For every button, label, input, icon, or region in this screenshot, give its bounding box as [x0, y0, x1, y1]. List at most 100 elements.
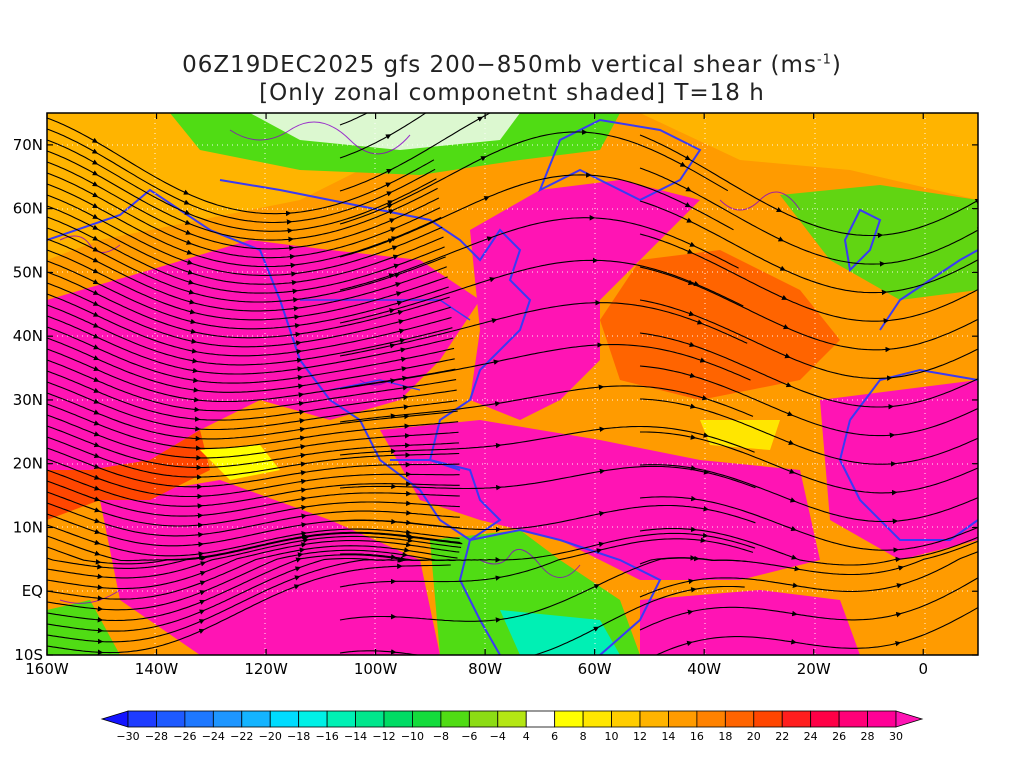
streamline	[405, 379, 457, 389]
streamline	[302, 413, 410, 430]
streamline	[393, 401, 501, 417]
streamline	[795, 583, 903, 593]
streamline	[602, 465, 710, 475]
streamline	[97, 510, 204, 528]
streamline	[96, 412, 202, 442]
title-line-2: [Only zonal componetnt shaded] T=18 h	[259, 79, 765, 106]
streamline	[201, 530, 308, 555]
colorbar-label: −14	[344, 730, 367, 743]
coastline-greenland	[538, 118, 702, 202]
colorbar-label: 18	[718, 730, 732, 743]
streamline	[187, 212, 294, 234]
streamline	[47, 645, 104, 655]
streamline	[47, 403, 100, 426]
streamline	[47, 491, 101, 513]
streamline	[792, 471, 898, 496]
streamline	[407, 421, 459, 427]
streamline	[392, 318, 498, 346]
streamline	[389, 168, 436, 194]
streamline	[47, 161, 99, 187]
colorbar-cell	[554, 710, 584, 728]
colorbar-cell	[241, 710, 271, 728]
streamline	[95, 217, 194, 265]
streamline	[880, 198, 978, 236]
streamline	[47, 535, 101, 556]
streamline	[706, 435, 755, 453]
streamline	[401, 306, 451, 322]
streamline	[301, 366, 408, 387]
streamline	[47, 425, 100, 448]
streamline	[100, 599, 206, 622]
streamline	[47, 238, 99, 263]
streamline	[47, 557, 103, 570]
streamline	[201, 522, 308, 545]
colorbar-cell	[753, 710, 783, 728]
colorbar-cell	[468, 710, 499, 728]
streamline	[532, 626, 600, 655]
streamline	[639, 266, 694, 285]
colorbar-label: 8	[580, 730, 587, 743]
streamline	[393, 616, 502, 623]
streamline	[403, 347, 455, 360]
streamline	[302, 545, 410, 553]
streamline	[198, 435, 306, 449]
streamline	[408, 493, 460, 497]
streamline	[47, 304, 100, 328]
streamline	[486, 172, 592, 199]
streamline	[639, 578, 695, 598]
streamline	[790, 414, 896, 439]
streamline	[96, 358, 200, 393]
streamline	[402, 327, 453, 341]
streamline	[304, 490, 412, 500]
streamline	[294, 254, 399, 283]
streamline	[793, 500, 899, 525]
streamline	[47, 128, 99, 154]
streamline	[95, 249, 195, 295]
streamline	[339, 649, 397, 655]
shear-jet-east-pacific	[100, 480, 440, 655]
streamline	[291, 218, 396, 249]
streamline	[600, 344, 706, 363]
coastline-british-isles	[843, 208, 882, 273]
streamline	[639, 555, 696, 565]
streamline	[47, 381, 100, 404]
streamline	[395, 226, 443, 248]
streamline	[779, 210, 884, 239]
colorbar-label: −24	[202, 730, 225, 743]
streamline	[498, 548, 603, 579]
colorbar-cell	[184, 710, 214, 728]
colorbar-cell	[127, 710, 157, 728]
coastline-iberia-europe	[879, 249, 978, 331]
streamline	[408, 452, 460, 456]
streamline	[408, 502, 460, 508]
colorbar-cell	[867, 710, 897, 728]
colorbar-label: 22	[775, 730, 789, 743]
coastline-south-america-north	[469, 528, 662, 655]
streamline	[390, 156, 487, 206]
streamline	[339, 413, 397, 423]
streamline	[898, 606, 978, 644]
streamline	[786, 327, 891, 353]
colorbar-label: −18	[287, 730, 310, 743]
streamline	[96, 379, 201, 413]
streamline	[47, 172, 99, 198]
streamline	[706, 508, 756, 524]
lon-label: 160W	[25, 660, 69, 678]
colorbar-cell	[212, 710, 243, 728]
streamline	[306, 532, 415, 540]
streamline	[47, 623, 104, 634]
colorbar-label: −26	[173, 730, 196, 743]
streamline	[47, 293, 100, 317]
colorbar-label: −28	[145, 730, 168, 743]
streamline	[47, 546, 102, 565]
streamline	[47, 513, 101, 535]
streamline	[95, 238, 195, 285]
streamline	[290, 200, 394, 232]
streamline	[189, 252, 297, 269]
colorbar-label: −10	[401, 730, 424, 743]
streamline	[191, 292, 299, 303]
streamline	[688, 205, 734, 231]
streamline	[303, 461, 412, 473]
streamline	[291, 209, 395, 240]
